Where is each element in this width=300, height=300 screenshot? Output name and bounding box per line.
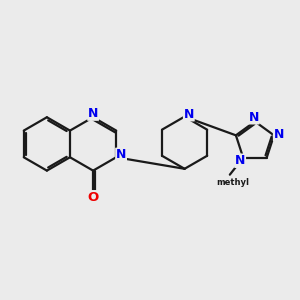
Text: N: N bbox=[274, 128, 284, 141]
Text: methyl: methyl bbox=[216, 178, 249, 187]
Text: N: N bbox=[248, 111, 259, 124]
Text: N: N bbox=[184, 108, 194, 121]
Text: N: N bbox=[116, 148, 126, 161]
Text: N: N bbox=[88, 107, 98, 120]
Text: O: O bbox=[88, 191, 99, 204]
Text: N: N bbox=[235, 154, 245, 167]
